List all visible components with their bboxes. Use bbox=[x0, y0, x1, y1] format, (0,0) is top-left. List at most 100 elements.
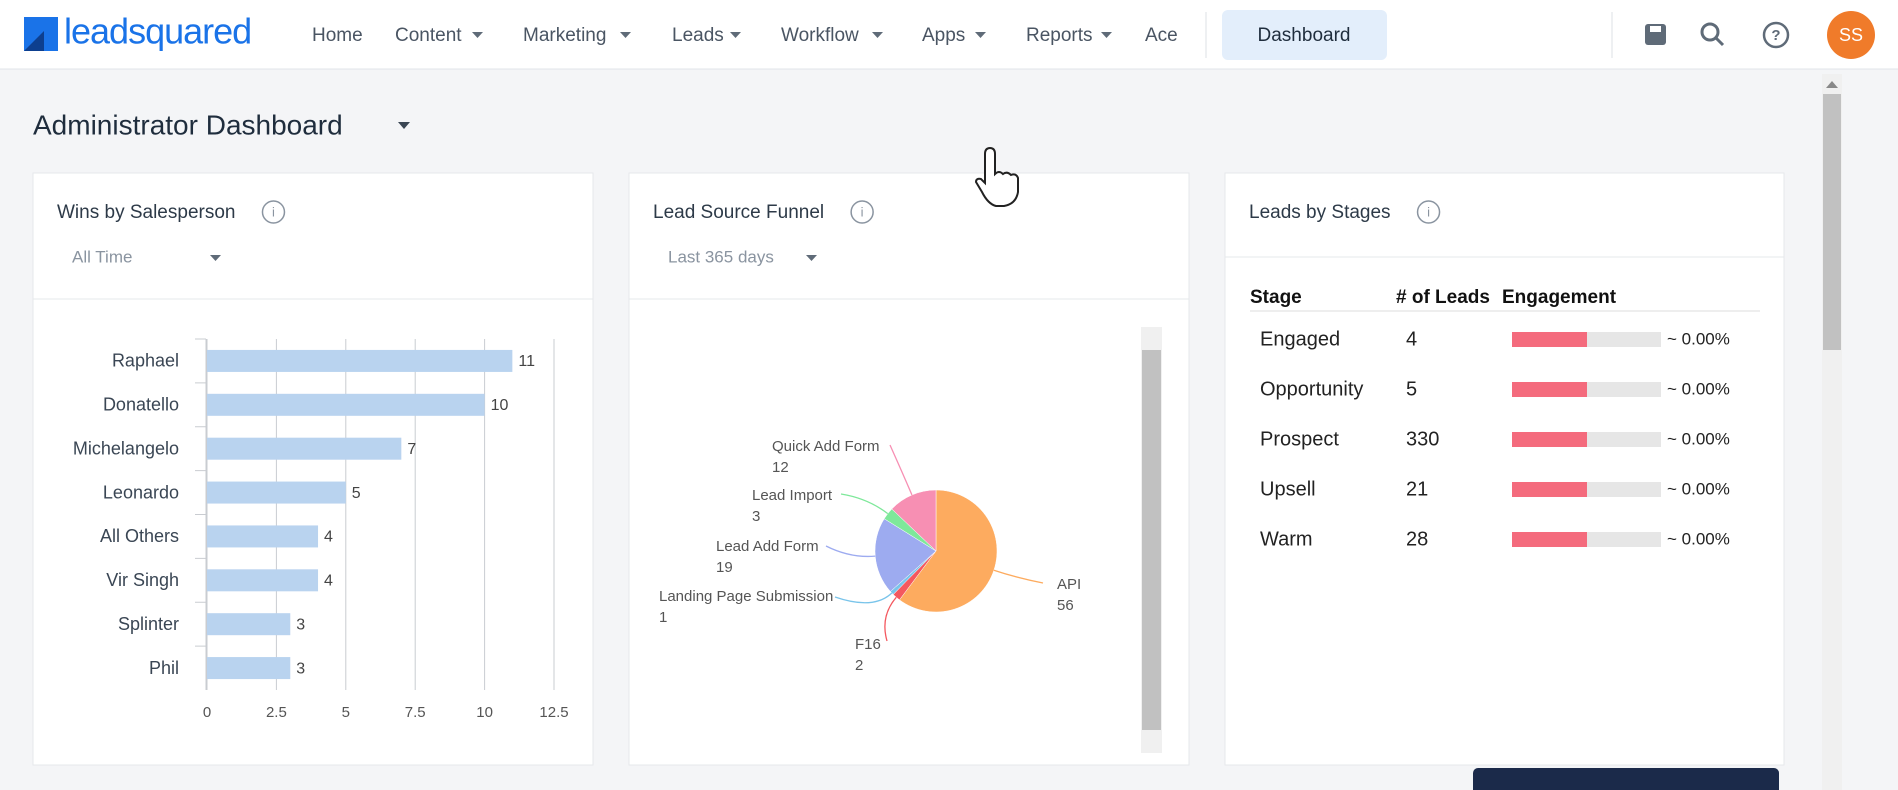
pie-slice bbox=[874, 518, 937, 592]
info-icon[interactable] bbox=[850, 200, 874, 224]
top-bar bbox=[0, 0, 1898, 69]
leader-line bbox=[884, 596, 897, 642]
nav-item[interactable]: Reports bbox=[1026, 25, 1093, 46]
stage-name: Opportunity bbox=[1260, 378, 1363, 400]
dropdown-caret[interactable] bbox=[472, 32, 483, 38]
value-label: 11 bbox=[518, 353, 535, 370]
leader-line bbox=[840, 493, 889, 515]
scrollbar-thumb[interactable] bbox=[1823, 94, 1841, 350]
leader-line bbox=[825, 545, 876, 558]
nav-item[interactable]: Ace bbox=[1145, 25, 1178, 46]
value-label: 3 bbox=[296, 616, 305, 633]
value-label: 3 bbox=[296, 660, 305, 677]
bar bbox=[207, 613, 291, 636]
x-tick-label: 7.5 bbox=[405, 704, 426, 721]
card-title: Lead Source Funnel bbox=[653, 202, 824, 223]
x-tick-label: 0 bbox=[203, 704, 211, 721]
engagement-value: ~ 0.00% bbox=[1667, 479, 1730, 498]
page-title: Administrator Dashboard bbox=[33, 109, 343, 140]
bar bbox=[207, 437, 402, 460]
leader-line bbox=[993, 569, 1044, 584]
info-icon-mark: i bbox=[272, 204, 275, 219]
stage-name: Warm bbox=[1260, 528, 1313, 550]
y-tick-label: Phil bbox=[149, 658, 179, 678]
card-title: Leads by Stages bbox=[1249, 202, 1391, 223]
slice-value: 56 bbox=[1057, 597, 1074, 614]
x-tick-label: 12.5 bbox=[539, 704, 568, 721]
x-tick-label: 2.5 bbox=[266, 704, 287, 721]
info-icon-mark: i bbox=[1427, 204, 1430, 219]
card bbox=[628, 172, 1190, 766]
filter-dropdown[interactable]: All Time bbox=[72, 247, 132, 266]
engagement-fill bbox=[1512, 332, 1587, 347]
leader-line bbox=[889, 444, 913, 496]
nav-item[interactable]: Content bbox=[395, 25, 462, 46]
help-icon[interactable] bbox=[1762, 21, 1790, 49]
save-icon-detail bbox=[1650, 26, 1661, 32]
nav-item[interactable]: Leads bbox=[672, 25, 724, 46]
bar bbox=[207, 525, 319, 548]
bar bbox=[207, 349, 513, 372]
chat-widget[interactable] bbox=[1473, 768, 1779, 790]
dashboard-tab[interactable]: Dashboard bbox=[1258, 25, 1351, 46]
info-icon[interactable] bbox=[261, 200, 286, 224]
avatar[interactable] bbox=[1827, 11, 1875, 59]
column-header: Stage bbox=[1250, 287, 1302, 308]
slice-value: 1 bbox=[659, 609, 667, 626]
dropdown-caret[interactable] bbox=[730, 32, 741, 38]
nav-item[interactable]: Marketing bbox=[523, 25, 606, 46]
lead-count: 5 bbox=[1406, 378, 1417, 400]
nav-item[interactable]: Workflow bbox=[781, 25, 859, 46]
lead-count: 330 bbox=[1406, 428, 1439, 450]
search-icon[interactable] bbox=[1700, 22, 1720, 42]
dropdown-caret[interactable] bbox=[620, 32, 631, 38]
value-label: 5 bbox=[352, 485, 361, 502]
x-tick-label: 5 bbox=[342, 704, 350, 721]
nav-item[interactable]: Apps bbox=[922, 25, 965, 46]
dropdown-caret[interactable] bbox=[806, 255, 817, 261]
y-tick-label: Vir Singh bbox=[106, 570, 179, 590]
logo[interactable]: leadsquared bbox=[64, 11, 252, 52]
engagement-value: ~ 0.00% bbox=[1667, 379, 1730, 398]
value-label: 7 bbox=[407, 441, 416, 458]
dropdown-caret[interactable] bbox=[872, 32, 883, 38]
y-tick-label: All Others bbox=[100, 526, 179, 546]
help-icon-mark: ? bbox=[1771, 27, 1780, 44]
logo-icon-fold bbox=[24, 31, 44, 51]
column-header: # of Leads bbox=[1396, 287, 1490, 308]
engagement-value: ~ 0.00% bbox=[1667, 429, 1730, 448]
dropdown-caret[interactable] bbox=[975, 32, 986, 38]
scrollbar-thumb[interactable] bbox=[1142, 350, 1161, 730]
slice-value: 2 bbox=[855, 657, 863, 674]
x-tick-label: 10 bbox=[476, 704, 493, 721]
y-tick-label: Donatello bbox=[103, 395, 179, 415]
leader-line bbox=[834, 592, 893, 604]
lead-count: 28 bbox=[1406, 528, 1428, 550]
slice-label: F16 bbox=[855, 636, 881, 653]
scroll-up[interactable] bbox=[1826, 81, 1838, 88]
engagement-fill bbox=[1512, 482, 1587, 497]
avatar-initials: SS bbox=[1839, 25, 1863, 45]
slice-label: Lead Import bbox=[752, 487, 833, 504]
filter-dropdown[interactable]: Last 365 days bbox=[668, 247, 774, 266]
info-icon[interactable] bbox=[1416, 200, 1441, 224]
card bbox=[32, 172, 594, 766]
stage-name: Upsell bbox=[1260, 478, 1316, 500]
engagement-fill bbox=[1512, 432, 1587, 447]
dropdown-caret[interactable] bbox=[1101, 32, 1112, 38]
dropdown-caret[interactable] bbox=[210, 255, 221, 261]
bar bbox=[207, 481, 346, 504]
bar bbox=[207, 393, 485, 416]
pie-slice bbox=[891, 489, 937, 552]
slice-label: Lead Add Form bbox=[716, 538, 819, 555]
title-caret[interactable] bbox=[398, 122, 410, 129]
bar bbox=[207, 657, 291, 680]
nav-item[interactable]: Home bbox=[312, 25, 363, 46]
dashboard-button[interactable] bbox=[1222, 10, 1387, 60]
slice-value: 3 bbox=[752, 508, 760, 525]
bar bbox=[207, 569, 319, 592]
y-tick-label: Leonardo bbox=[103, 482, 179, 502]
